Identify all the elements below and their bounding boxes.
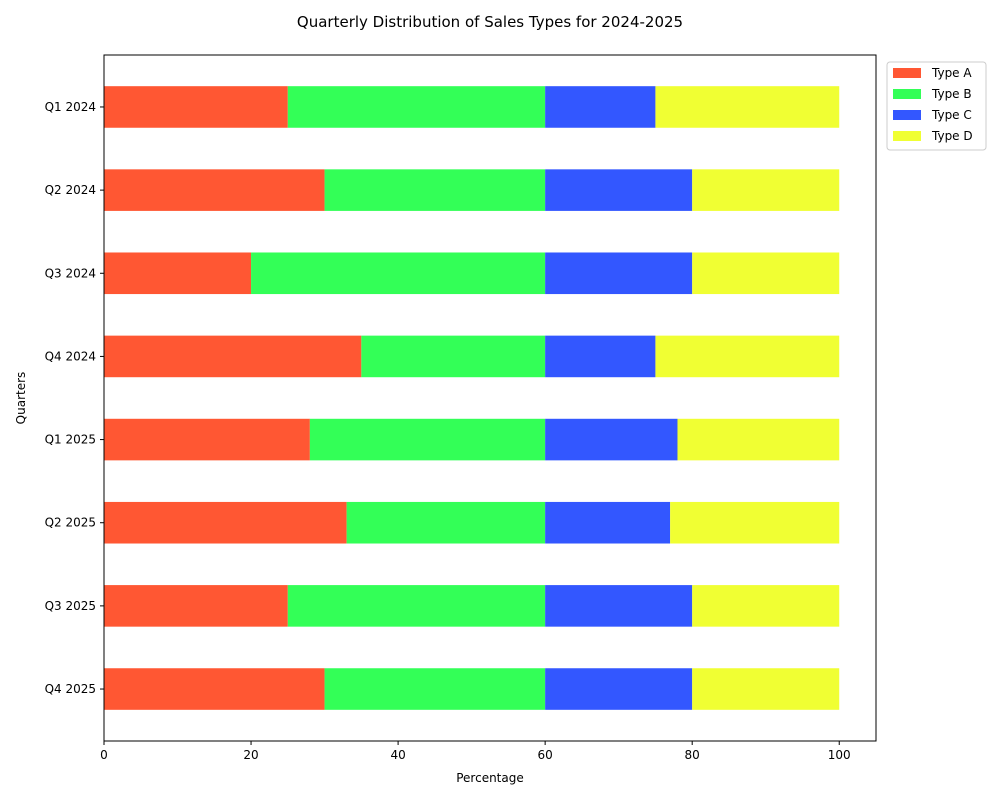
bar-segment-type-b-q2-2024: [324, 169, 546, 211]
x-tick-label: 20: [243, 748, 258, 762]
y-tick-label: Q1 2024: [45, 100, 96, 114]
x-tick-label: 0: [100, 748, 108, 762]
legend-label: Type D: [931, 129, 973, 143]
bar-segment-type-c-q3-2024: [545, 252, 693, 295]
bar-segment-type-a-q3-2024: [104, 252, 252, 295]
chart-title: Quarterly Distribution of Sales Types fo…: [297, 13, 683, 31]
bar-segment-type-b-q4-2025: [324, 668, 546, 710]
bar-segment-type-a-q2-2025: [104, 501, 347, 544]
y-tick-label: Q2 2024: [45, 183, 96, 197]
bar-segment-type-a-q4-2025: [104, 668, 325, 710]
bar-segment-type-a-q1-2025: [104, 418, 310, 461]
bar-segment-type-d-q3-2024: [692, 252, 840, 295]
x-tick-label: 80: [685, 748, 700, 762]
y-axis: Q1 2024 Q2 2024 Q3 2024 Q4 2024 Q1 2025 Q2 20…: [45, 100, 104, 696]
legend-swatch: [893, 89, 921, 99]
bar-segment-type-d-q1-2024: [655, 86, 840, 128]
legend-label: Type A: [931, 66, 972, 80]
legend: Type A Type B Type C Type D: [886, 61, 987, 151]
bar-segment-type-c-q1-2025: [545, 418, 678, 461]
bar-segment-type-a-q2-2024: [104, 169, 325, 211]
legend-swatch: [893, 110, 921, 120]
bar-segment-type-a-q1-2024: [104, 86, 288, 128]
bar-segment-type-c-q4-2025: [545, 668, 693, 710]
x-axis-title: Percentage: [456, 771, 524, 785]
bar-segment-type-a-q3-2025: [104, 585, 288, 627]
legend-frame: [886, 61, 987, 151]
legend-swatch: [893, 68, 921, 78]
y-tick-label: Q4 2025: [45, 682, 96, 696]
y-tick-label: Q1 2025: [45, 433, 96, 447]
bar-segment-type-b-q1-2025: [309, 418, 546, 461]
bar-segment-type-c-q2-2025: [545, 501, 671, 544]
bar-segment-type-b-q3-2025: [287, 585, 546, 627]
y-tick-label: Q3 2024: [45, 266, 96, 280]
bar-segment-type-d-q4-2025: [692, 668, 840, 710]
bar-segment-type-c-q1-2024: [545, 86, 656, 128]
x-axis: 0 20 40 60 80 100: [100, 741, 851, 762]
x-tick-label: 60: [538, 748, 553, 762]
bar-segment-type-c-q3-2025: [545, 585, 693, 627]
bar-segment-type-d-q4-2024: [655, 335, 840, 378]
bar-segment-type-b-q2-2025: [346, 501, 546, 544]
bar-segment-type-c-q2-2024: [545, 169, 693, 211]
bar-segment-type-b-q3-2024: [251, 252, 546, 295]
bar-segment-type-d-q2-2024: [692, 169, 840, 211]
legend-label: Type B: [931, 87, 972, 101]
bar-segment-type-b-q1-2024: [287, 86, 546, 128]
y-tick-label: Q4 2024: [45, 349, 96, 363]
x-tick-label: 40: [390, 748, 405, 762]
bar-segment-type-d-q1-2025: [677, 418, 840, 461]
bars-layer: [104, 86, 840, 710]
bar-segment-type-b-q4-2024: [361, 335, 546, 378]
bar-segment-type-d-q2-2025: [670, 501, 840, 544]
bar-segment-type-a-q4-2024: [104, 335, 362, 378]
legend-label: Type C: [931, 108, 972, 122]
y-tick-label: Q2 2025: [45, 516, 96, 530]
bar-segment-type-c-q4-2024: [545, 335, 656, 378]
x-tick-label: 100: [828, 748, 851, 762]
bar-segment-type-d-q3-2025: [692, 585, 840, 627]
plot-frame: [103, 54, 877, 742]
y-tick-label: Q3 2025: [45, 599, 96, 613]
y-axis-title: Quarters: [14, 372, 28, 425]
legend-swatch: [893, 131, 921, 141]
